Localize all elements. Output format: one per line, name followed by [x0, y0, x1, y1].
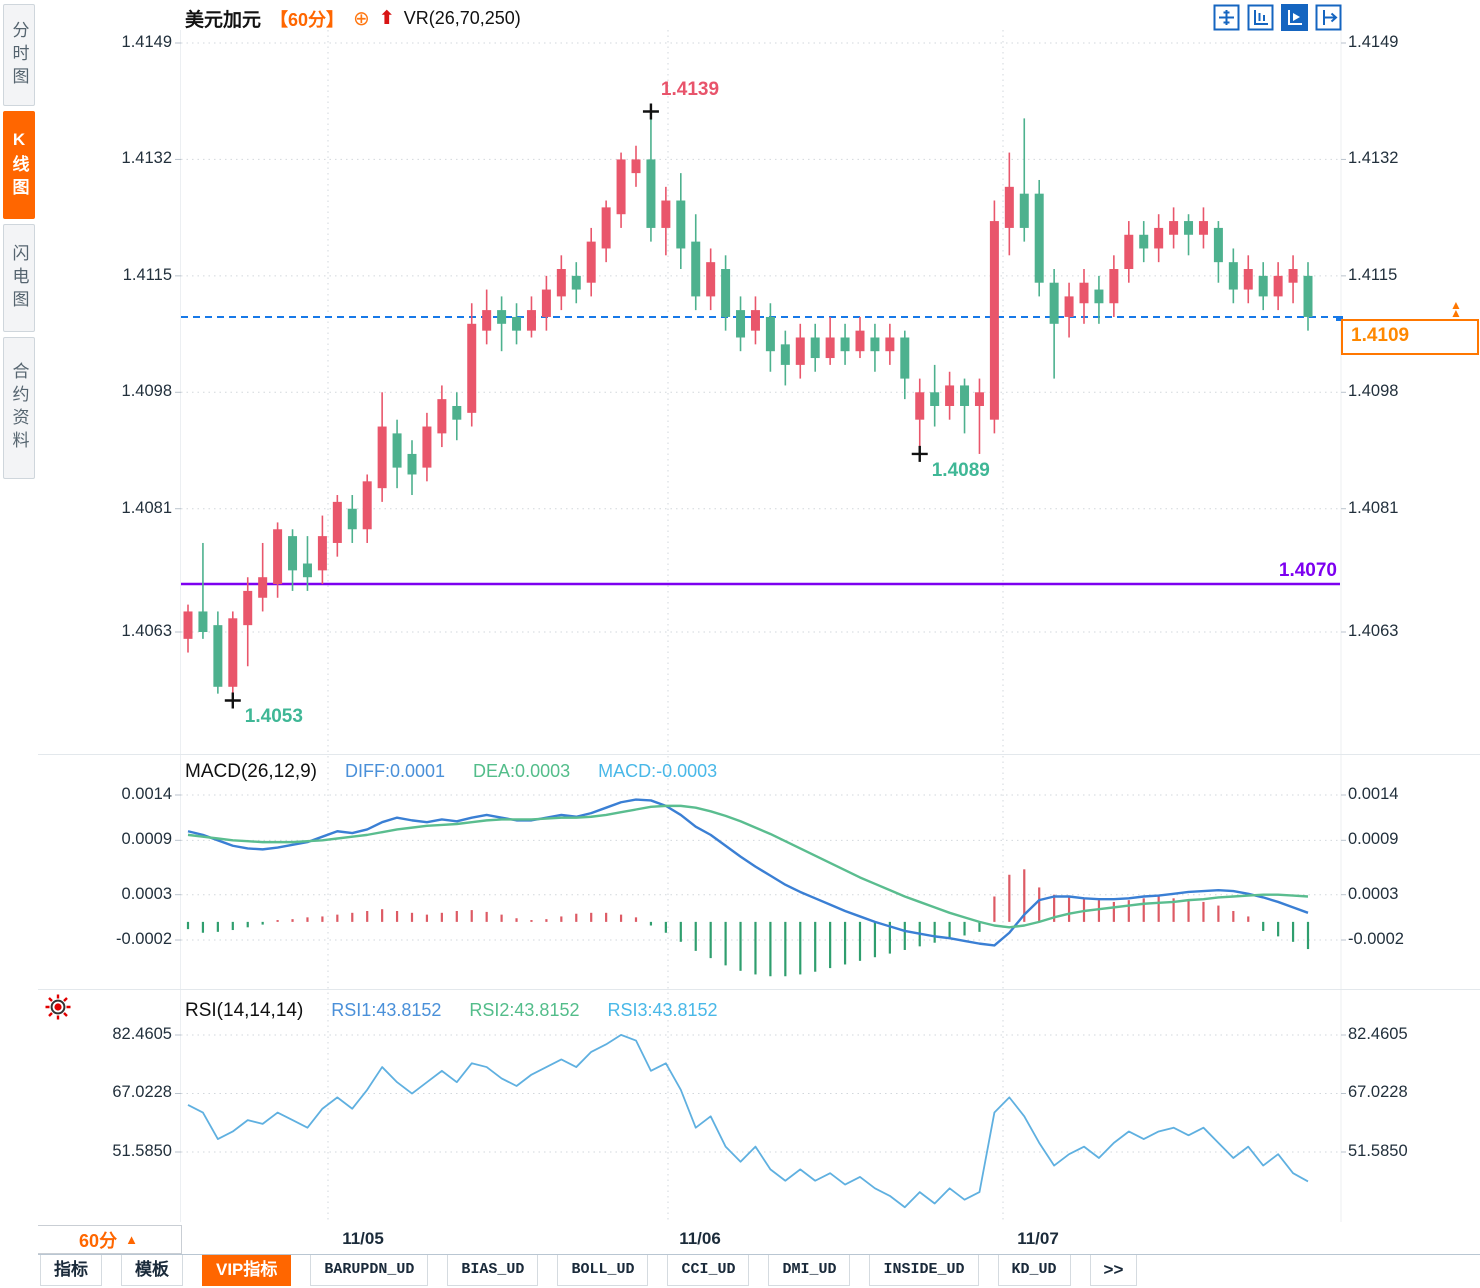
auto-scale-icon[interactable]: [1281, 4, 1308, 31]
sidebar-item-lightning-chart[interactable]: 闪电图: [3, 224, 35, 332]
low-price-annotation: 1.4089: [931, 459, 990, 481]
rsi-axis-label-right: 82.4605: [1348, 1025, 1408, 1043]
price-axis-label-left: 1.4081: [121, 498, 172, 517]
chart-layers: [38, 30, 1480, 1231]
price-axis-label-right: 1.4132: [1348, 149, 1399, 168]
period-label[interactable]: 【60分】: [270, 9, 345, 30]
tab-bias-ud[interactable]: BIAS_UD: [447, 1255, 539, 1286]
sidebar-item-timeline-chart[interactable]: 分时图: [3, 4, 35, 106]
sidebar-item-candlestick-chart[interactable]: K线图: [3, 111, 35, 219]
price-axis-label-right: 1.4063: [1348, 622, 1399, 640]
rsi-title: RSI(14,14,14): [185, 1000, 304, 1021]
time-axis: 60分 ▲ 11/05 11/06 11/07: [0, 1224, 1480, 1254]
rsi-axis-label-right: 51.5850: [1348, 1142, 1408, 1160]
date-label: 11/05: [342, 1229, 384, 1248]
rsi-axis-label-left: 67.0228: [112, 1083, 172, 1102]
rsi-axis-label-right: 67.0228: [1348, 1083, 1408, 1102]
low-price-annotation: 1.4053: [244, 706, 303, 728]
price-axis-label-right: 1.4149: [1348, 33, 1399, 51]
macd-diff-value: DIFF:0.0001: [345, 761, 446, 781]
price-up-arrow-icon: ▲ ▲: [1450, 298, 1462, 320]
macd-axis-label-right: 0.0014: [1348, 785, 1399, 803]
tab-cci-ud[interactable]: CCI_UD: [667, 1255, 750, 1286]
tab-indicators[interactable]: 指标: [40, 1255, 102, 1286]
price-axis-label-right: 1.4115: [1348, 265, 1398, 284]
indicator-tabbar: 指标 模板 VIP指标 BARUPDN_UD BIAS_UD BOLL_UD C…: [0, 1254, 1480, 1288]
date-label: 11/07: [1017, 1229, 1059, 1248]
price-tick: [1336, 316, 1343, 321]
tab-boll-ud[interactable]: BOLL_UD: [557, 1255, 649, 1286]
sidebar-item-label: 分时图: [9, 20, 29, 90]
chart-toolbar: [1213, 4, 1342, 31]
red-up-arrow-icon: ⬆: [378, 8, 395, 29]
sun-marker-icon[interactable]: [44, 993, 72, 1026]
axis-scale-icon[interactable]: [1247, 4, 1274, 31]
macd-value: MACD:-0.0003: [598, 761, 718, 781]
current-price-tag[interactable]: 1.4109: [1341, 319, 1479, 355]
period-selector-label: 60分: [79, 1230, 118, 1251]
pan-right-icon[interactable]: [1315, 4, 1342, 31]
sidebar: 分时图 K线图 闪电图 合约资料: [0, 0, 38, 1288]
tab-kd-ud[interactable]: KD_UD: [997, 1255, 1071, 1286]
sidebar-item-label: 闪电图: [9, 243, 29, 313]
rsi-axis-label-left: 82.4605: [112, 1025, 172, 1043]
circle-plus-icon[interactable]: ⊕: [353, 7, 370, 30]
macd-axis-label-left: 0.0014: [121, 785, 172, 803]
macd-axis-label-left: 0.0003: [121, 884, 172, 903]
macd-axis-label-left: 0.0009: [121, 830, 172, 849]
tab-inside-ud[interactable]: INSIDE_UD: [869, 1255, 979, 1286]
sidebar-item-label: 合约资料: [9, 362, 29, 454]
macd-title: MACD(26,12,9): [185, 761, 317, 782]
high-price-annotation: 1.4139: [660, 79, 720, 101]
support-line-label: 1.4070: [1278, 560, 1337, 581]
rsi2-value: RSI2:43.8152: [469, 1000, 580, 1020]
current-price-value: 1.4109: [1351, 325, 1410, 346]
tab-more[interactable]: >>: [1089, 1255, 1138, 1286]
price-axis-label-left: 1.4063: [121, 622, 172, 640]
price-axis-label-right: 1.4098: [1348, 382, 1399, 401]
tab-templates[interactable]: 模板: [121, 1255, 183, 1286]
macd-axis-label-right: -0.0002: [1348, 930, 1404, 948]
macd-axis-label-right: 0.0003: [1348, 884, 1399, 903]
macd-legend: MACD(26,12,9) DIFF:0.0001 DEA:0.0003 MAC…: [185, 761, 717, 783]
period-selector[interactable]: 60分 ▲: [35, 1225, 182, 1254]
price-axis-label-left: 1.4132: [121, 149, 172, 168]
price-axis-label-left: 1.4149: [121, 33, 172, 51]
symbol-name: 美元加元: [185, 10, 262, 31]
tab-dmi-ud[interactable]: DMI_UD: [768, 1255, 851, 1286]
price-axis-label-left: 1.4115: [122, 265, 172, 284]
indicator-name[interactable]: VR(26,70,250): [403, 8, 521, 28]
move-crosshair-icon[interactable]: [1213, 4, 1240, 31]
chart-header: 美元加元 【60分】 ⊕ ⬆ VR(26,70,250): [185, 5, 521, 32]
triangle-up-icon: ▲: [125, 1232, 138, 1247]
rsi3-value: RSI3:43.8152: [607, 1000, 718, 1020]
macd-axis-label-left: -0.0002: [116, 930, 172, 948]
macd-dea-value: DEA:0.0003: [473, 761, 571, 781]
tab-vip-indicators[interactable]: VIP指标: [202, 1255, 292, 1286]
rsi-axis-label-left: 51.5850: [112, 1142, 172, 1160]
price-axis-label-right: 1.4081: [1348, 498, 1399, 517]
sidebar-item-label: K线图: [9, 129, 29, 201]
rsi1-value: RSI1:43.8152: [331, 1000, 442, 1020]
rsi-legend: RSI(14,14,14) RSI1:43.8152 RSI2:43.8152 …: [185, 1000, 718, 1022]
price-axis-label-left: 1.4098: [121, 382, 172, 401]
sidebar-item-contract-info[interactable]: 合约资料: [3, 337, 35, 479]
date-label: 11/06: [679, 1229, 721, 1248]
tab-barupdn-ud[interactable]: BARUPDN_UD: [310, 1255, 429, 1286]
macd-axis-label-right: 0.0009: [1348, 830, 1399, 849]
